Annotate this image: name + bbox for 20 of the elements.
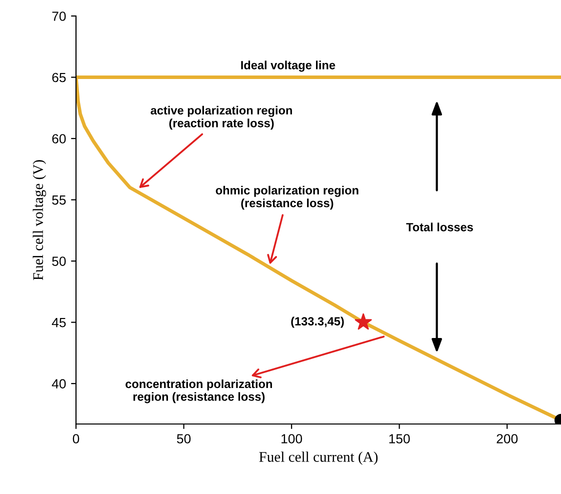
y-tick-label: 40 (52, 379, 66, 388)
y-tick-label: 65 (52, 72, 66, 82)
x-tick-label: 150 (389, 434, 410, 444)
x-axis-title: Fuel cell current (A) (259, 452, 378, 465)
y-tick-label: 50 (52, 256, 66, 266)
x-tick-label: 200 (496, 434, 518, 444)
annotation: active polarization region (reaction rate loss) (150, 106, 292, 130)
y-tick-label: 55 (52, 195, 66, 205)
x-tick-label: 50 (176, 434, 191, 444)
annotation: ohmic polarization region (resistance loss) (216, 186, 358, 210)
annotation: concentration polarization region (resistance loss) (126, 379, 272, 404)
series-label: Ideal voltage line (241, 60, 336, 72)
y-tick-label: 45 (52, 318, 66, 328)
y-tick-label: 70 (52, 12, 66, 21)
y-tick-label: 60 (52, 134, 66, 144)
annotation: Total losses (406, 222, 473, 232)
y-axis-title: Fuel cell voltage (V) (32, 160, 46, 280)
x-tick-label: 100 (282, 434, 302, 444)
x-tick-label: 0 (72, 434, 80, 444)
annotation: (133.3,45) (291, 316, 344, 328)
